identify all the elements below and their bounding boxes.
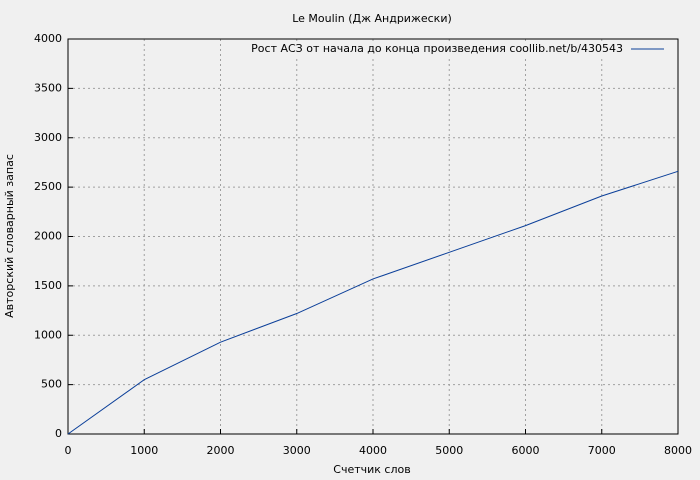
y-tick-label: 3500 <box>34 81 62 94</box>
x-tick-label: 3000 <box>283 444 311 457</box>
y-tick-label: 2500 <box>34 180 62 193</box>
x-tick-label: 8000 <box>664 444 692 457</box>
legend-background <box>247 42 666 56</box>
y-tick-label: 1500 <box>34 279 62 292</box>
x-tick-label: 1000 <box>130 444 158 457</box>
chart-title: Le Moulin (Дж Андрижески) <box>292 12 452 25</box>
x-tick-label: 2000 <box>207 444 235 457</box>
x-tick-label: 6000 <box>512 444 540 457</box>
y-tick-label: 4000 <box>34 32 62 45</box>
x-tick-label: 5000 <box>435 444 463 457</box>
x-tick-label: 0 <box>65 444 72 457</box>
data-line <box>67 170 679 435</box>
y-tick-label: 500 <box>41 378 62 391</box>
x-axis-label: Счетчик слов <box>333 463 410 476</box>
x-tick-label: 4000 <box>359 444 387 457</box>
legend-label: Рост АСЗ от начала до конца произведения… <box>251 42 623 55</box>
y-tick-label: 3000 <box>34 131 62 144</box>
y-axis-label: Авторский словарный запас <box>3 154 16 318</box>
y-tick-label: 0 <box>55 427 62 440</box>
y-tick-label: 1000 <box>34 328 62 341</box>
x-tick-label: 7000 <box>588 444 616 457</box>
plot-frame <box>67 38 679 435</box>
y-tick-label: 2000 <box>34 230 62 243</box>
